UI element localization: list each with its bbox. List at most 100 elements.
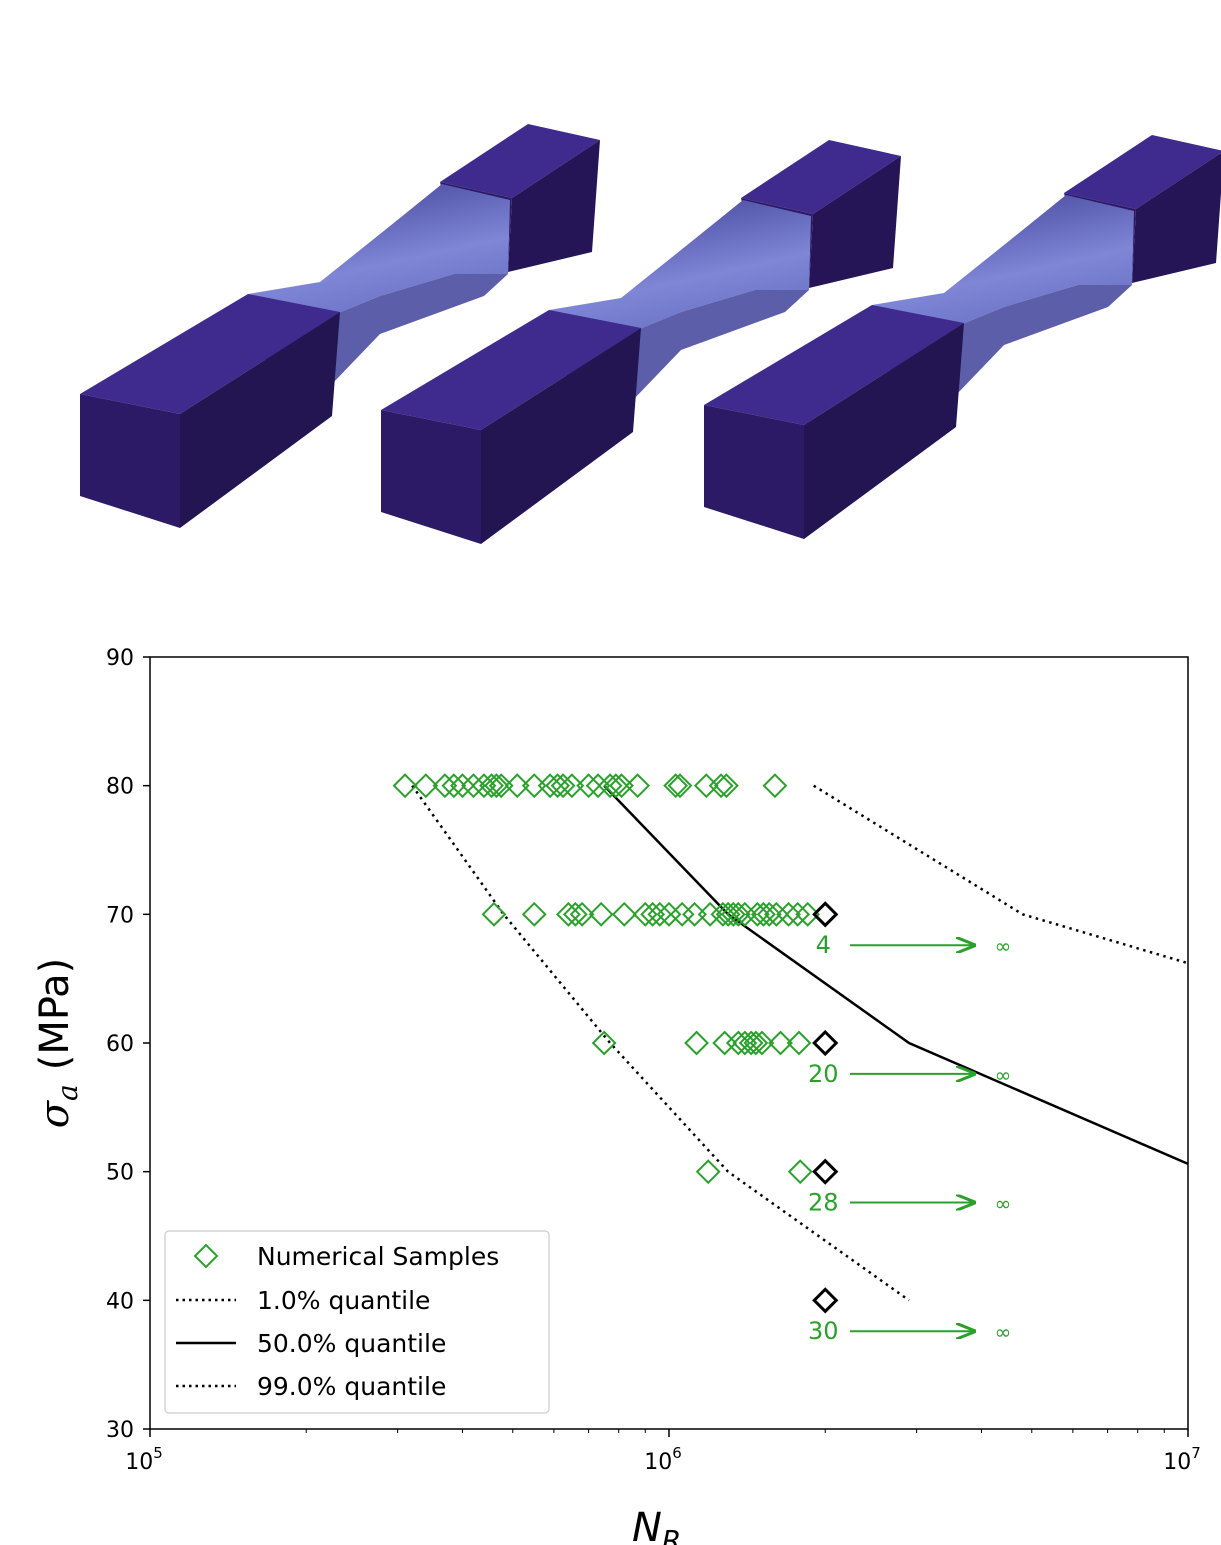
x-tick-label: 106: [644, 1444, 682, 1475]
infinity-symbol: ∞: [995, 934, 1012, 958]
sample-diamond: [738, 1030, 764, 1056]
sample-diamond: [450, 773, 475, 799]
x-axis-label-main: N: [632, 1505, 662, 1545]
sample-diamond: [640, 901, 666, 927]
y-tick-label: 50: [106, 1161, 134, 1186]
sample-diamond: [632, 901, 658, 927]
sample-diamond: [576, 773, 602, 799]
quantile-99-line: [813, 784, 1189, 965]
sample-diamond: [656, 901, 682, 927]
x-axis-label: NR: [632, 1505, 681, 1545]
sample-diamond: [715, 901, 741, 927]
y-axis-label: σa (MPa): [32, 958, 84, 1129]
sample-diamond: [611, 901, 637, 927]
infinity-symbol: ∞: [995, 1192, 1012, 1216]
sample-diamond: [481, 901, 507, 927]
runout-annotations: 4 ∞ 20 ∞ 28 ∞ 30 ∞: [808, 931, 1011, 1345]
legend-label-q1: 1.0% quantile: [257, 1286, 430, 1315]
legend-label-samples: Numerical Samples: [257, 1242, 499, 1271]
sample-diamond: [625, 773, 651, 799]
legend-label-q50: 50.0% quantile: [257, 1329, 446, 1358]
sample-diamond: [712, 1030, 738, 1056]
y-tick-label: 60: [106, 1032, 134, 1057]
sample-diamond: [763, 901, 789, 927]
x-axis-label-sub: R: [662, 1524, 681, 1545]
sample-diamond: [695, 1159, 721, 1185]
sample-diamond: [597, 773, 623, 799]
infinity-symbol: ∞: [995, 1063, 1012, 1087]
quantile-50-line: [603, 784, 1189, 1166]
sample-diamond: [479, 773, 504, 799]
y-tick-label: 90: [106, 646, 134, 671]
legend: Numerical Samples 1.0% quantile 50.0% qu…: [164, 1230, 550, 1414]
legend-label-q99: 99.0% quantile: [257, 1372, 446, 1401]
sample-diamond: [559, 773, 585, 799]
sample-diamond: [720, 901, 746, 927]
sample-diamond: [762, 773, 788, 799]
x-tick-label: 105: [125, 1444, 163, 1475]
sample-diamond: [591, 1030, 617, 1056]
sample-diamond: [441, 773, 467, 799]
sample-diamond: [732, 1030, 758, 1056]
sample-diamond: [785, 901, 811, 927]
y-tick-label: 30: [106, 1418, 134, 1443]
sample-diamond: [750, 901, 776, 927]
sample-diamond: [749, 1030, 775, 1056]
sample-diamond: [787, 1159, 813, 1185]
sample-diamond: [776, 901, 802, 927]
sample-diamond: [697, 901, 723, 927]
sample-diamond: [461, 773, 486, 799]
sample-diamond: [588, 901, 614, 927]
y-axis-label-unit: (MPa): [32, 958, 78, 1071]
infinity-symbol: ∞: [995, 1320, 1012, 1344]
sample-diamond: [663, 773, 689, 799]
sample-diamond: [732, 901, 758, 927]
sample-diamond: [744, 901, 770, 927]
y-tick-label: 40: [106, 1289, 134, 1314]
sample-diamond: [725, 901, 751, 927]
sample-diamond: [603, 773, 629, 799]
sample-diamond: [432, 773, 458, 799]
sample-diamond: [537, 773, 563, 799]
sample-diamond: [555, 901, 581, 927]
sample-diamond: [786, 1030, 812, 1056]
runout-diamond: [812, 1029, 839, 1057]
sample-diamond: [647, 901, 673, 927]
sample-diamond: [667, 773, 693, 799]
sample-diamond: [684, 1030, 709, 1056]
legend-box: [164, 1230, 550, 1414]
sample-diamond: [504, 773, 530, 799]
legend-diamond-icon: [193, 1243, 219, 1269]
x-axis: 105 106 107: [125, 1429, 1201, 1475]
y-axis: 30 40 50 60 70 80 90: [106, 646, 150, 1443]
sample-diamond: [413, 773, 439, 799]
runout-count: 30: [808, 1317, 839, 1345]
sample-diamond: [669, 901, 695, 927]
sn-chart: 30 40 50 60 70 80 90 105 106 107 4 ∞ 20 ∞ 28 ∞ 30 ∞ σa (…: [32, 646, 1201, 1545]
y-tick-label: 80: [106, 775, 134, 800]
sample-diamond: [713, 773, 739, 799]
sample-diamond: [392, 773, 418, 799]
sample-diamond: [521, 901, 547, 927]
quantile-1-line: [411, 784, 910, 1302]
sample-diamond: [795, 901, 821, 927]
runout-count: 20: [808, 1060, 839, 1088]
sample-diamond: [743, 1030, 769, 1056]
sample-diamond: [708, 773, 734, 799]
sample-diamond: [569, 901, 595, 927]
sample-diamond: [725, 1030, 751, 1056]
runout-count: 4: [816, 931, 831, 959]
specimen-illustration: [80, 124, 1221, 544]
sample-diamond: [471, 773, 497, 799]
y-tick-label: 70: [106, 903, 134, 928]
runout-diamond: [812, 901, 839, 928]
x-tick-label: 107: [1163, 1444, 1201, 1475]
runout-count: 28: [808, 1189, 839, 1217]
runout-diamond: [812, 1158, 839, 1185]
runout-diamond: [812, 1287, 839, 1314]
sample-diamond: [609, 773, 634, 799]
sample-diamond: [562, 901, 588, 927]
y-axis-label-main: σ: [32, 1099, 78, 1128]
sample-diamond: [756, 901, 782, 927]
y-axis-label-sub: a: [51, 1084, 84, 1101]
